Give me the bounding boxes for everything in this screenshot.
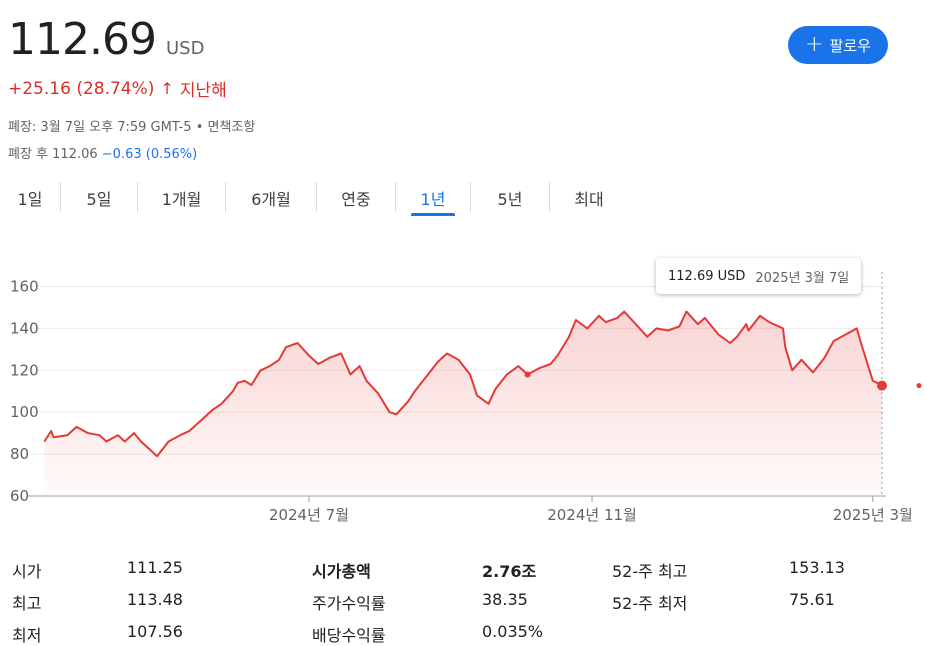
tooltip-date: 2025년 3월 7일 [755,270,850,286]
change-value: +25.16 (28.74%) [8,78,155,99]
y-tick-label: 100 [10,403,39,421]
market-status: 폐장: 3월 7일 오후 7:59 GMT-5 [8,120,192,135]
tab-divider [549,182,550,212]
tab-ytd[interactable]: 연중 [341,190,371,209]
price-area [44,311,883,496]
y-tick-label: 80 [10,445,29,463]
price-header: 112.69 USD [8,14,204,65]
tab-divider [225,182,226,212]
stat-label-52w-high: 52-주 최고 [612,562,688,581]
stat-value-pe: 38.35 [482,590,528,609]
stat-label-pe: 주가수익률 [312,594,386,613]
after-hours-change: −0.63 (0.56%) [101,147,198,162]
y-tick-label: 160 [10,277,39,295]
stat-label-52w-low: 52-주 최저 [612,594,688,613]
tab-divider [137,182,138,212]
stat-label-high: 최고 [12,594,42,613]
stat-value-52w-low: 75.61 [789,590,835,609]
stat-value-dividend: 0.035% [482,622,544,641]
tooltip-price: 112.69 USD [668,268,746,284]
plus-icon: + [805,32,824,57]
tab-1d[interactable]: 1일 [17,190,43,209]
arrow-up-icon: ↑ [160,79,174,98]
tab-divider [60,182,61,212]
market-status-row: 폐장: 3월 7일 오후 7:59 GMT-5 • 면책조항 [8,116,255,135]
x-tick-label: 2025년 3월 [833,506,913,524]
tab-5y[interactable]: 5년 [497,190,523,209]
previous-close-dot [524,371,531,378]
tab-6m[interactable]: 6개월 [251,190,291,209]
hover-point [877,380,887,391]
after-hours-price: 폐장 후 112.06 [8,147,98,162]
disclaimer-link[interactable]: 면책조항 [207,120,256,135]
tab-divider [470,182,471,212]
stat-label-low: 최저 [12,626,42,645]
live-dot [916,383,922,389]
after-hours-row: 폐장 후 112.06 −0.63 (0.56%) [8,143,197,162]
separator: • [195,120,204,135]
y-tick-label: 60 [10,487,29,505]
stat-value-low: 107.56 [127,622,183,641]
x-tick-label: 2024년 7월 [269,506,349,524]
hover-tooltip: 112.69 USD 2025년 3월 7일 [656,258,862,294]
stat-value-mktcap: 2.76조 [482,562,537,581]
stat-value-open: 111.25 [127,558,183,577]
stat-label-mktcap: 시가총액 [312,562,371,581]
y-tick-label: 120 [10,361,39,379]
tab-divider [316,182,317,212]
currency-label: USD [165,38,205,59]
price-chart[interactable]: 60 80 100 120 140 160 2024년 7월 2024년 11월 2025년 3… [0,250,927,540]
x-tick-label: 2024년 11월 [547,506,637,524]
change-period: 지난해 [179,81,227,101]
tab-1y[interactable]: 1년 [396,182,470,216]
y-tick-label: 140 [10,319,39,337]
stat-value-52w-high: 153.13 [789,558,845,577]
current-price: 112.69 [8,14,157,65]
price-line [43,310,883,458]
tab-max[interactable]: 최대 [574,190,604,209]
tab-1m[interactable]: 1개월 [161,190,202,209]
follow-label: 팔로우 [829,36,871,55]
tab-5d[interactable]: 5일 [86,190,112,209]
stat-label-dividend: 배당수익률 [312,626,386,645]
stat-value-high: 113.48 [127,590,183,609]
follow-button[interactable]: + 팔로우 [788,26,888,64]
range-tabs: 1일 5일 1개월 6개월 연중 1년 5년 최대 [0,182,628,216]
price-change: +25.16 (28.74%) ↑ 지난해 [8,76,227,102]
stat-label-open: 시가 [12,562,42,581]
